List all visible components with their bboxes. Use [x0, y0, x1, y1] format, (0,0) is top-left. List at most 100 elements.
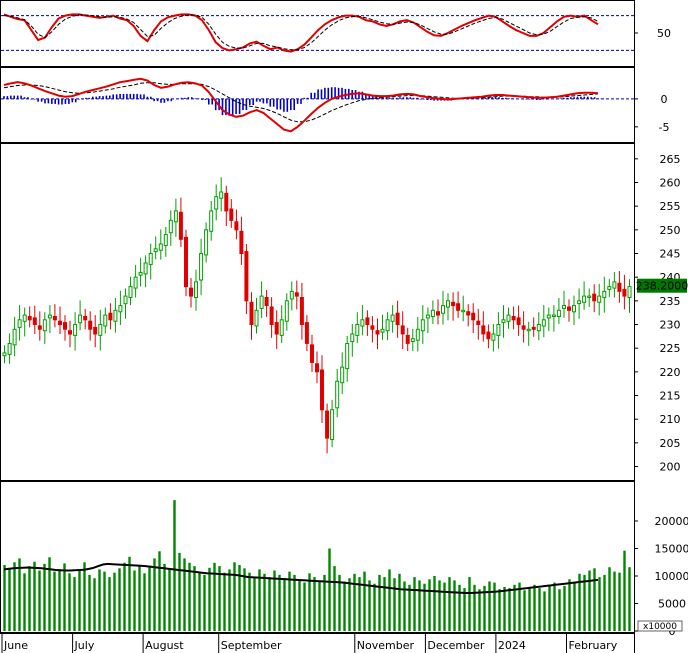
price-candle-body [446, 300, 450, 308]
volume-bar [323, 574, 326, 631]
volume-bar [188, 562, 191, 631]
price-candle-body [143, 262, 148, 275]
price-candle-body [214, 196, 219, 210]
price-candle-body [264, 297, 269, 306]
volume-bar [373, 583, 376, 631]
price-candle-body [199, 253, 204, 281]
price-candle-body [496, 324, 501, 336]
price-candle-body [516, 317, 521, 325]
volume-bar [463, 588, 466, 631]
price-candle-body [607, 286, 612, 290]
volume-bar [338, 574, 341, 631]
price-candle-body [148, 253, 153, 265]
volume-bar [83, 562, 86, 632]
price-candle-body [531, 326, 536, 330]
volume-bar [233, 562, 236, 632]
volume-bar [558, 589, 561, 631]
volume-bar [368, 580, 371, 631]
volume-bar [443, 582, 446, 631]
volume-bar [388, 569, 391, 631]
price-tick-label: 225 [660, 342, 681, 355]
price-candle-body [622, 289, 627, 297]
volume-bar [263, 573, 266, 631]
price-candle-body [562, 305, 566, 309]
price-candle-body [244, 251, 249, 302]
volume-bar [543, 591, 546, 631]
price-candle-body [456, 303, 461, 311]
volume-bar [53, 571, 56, 631]
macd-panel-frame [0, 67, 635, 143]
volume-bar [138, 565, 141, 631]
volume-bar [473, 584, 476, 631]
price-candle-body [113, 309, 118, 322]
price-candle-body [184, 236, 188, 288]
price-candle-body [194, 281, 198, 298]
volume-bar [18, 558, 21, 631]
volume-bar [238, 565, 241, 631]
price-candle-body [37, 325, 42, 330]
volume-bar [568, 579, 571, 631]
volume-bar [93, 578, 96, 631]
volume-bar [563, 585, 566, 631]
volume-bar [153, 558, 156, 631]
price-candle-body [365, 317, 370, 325]
volume-bar [613, 571, 616, 631]
price-candle-body [27, 316, 32, 321]
volume-bar [108, 577, 111, 631]
x-axis-label: December [427, 639, 485, 652]
volume-bar [403, 581, 406, 631]
volume-bar [123, 562, 126, 631]
price-candle-body [360, 319, 365, 327]
price-candle-body [163, 234, 168, 247]
volume-bar [358, 577, 361, 631]
price-candle-body [249, 301, 254, 325]
price-candle-body [511, 316, 516, 321]
price-candle-body [330, 409, 335, 441]
price-candle-body [259, 295, 264, 309]
volume-bar [483, 585, 486, 631]
price-tick-label: 250 [660, 224, 681, 237]
volume-bar [158, 551, 161, 632]
price-candle-body [577, 300, 582, 305]
volume-bar [513, 584, 516, 631]
price-candle-body [138, 271, 143, 276]
price-tick-label: 265 [660, 153, 681, 166]
price-tick-label: 220 [660, 366, 681, 379]
price-candle-body [189, 287, 193, 297]
price-candle-body [375, 330, 380, 335]
price-candle-body [597, 295, 602, 303]
price-candle-body [299, 297, 304, 325]
volume-bar [548, 584, 551, 631]
price-candle-body [93, 326, 98, 335]
volume-bar [348, 578, 351, 631]
volume-bar [333, 566, 336, 631]
volume-bar [468, 577, 471, 631]
volume-bar [423, 583, 426, 631]
volume-bar [28, 566, 31, 631]
price-panel-frame [0, 143, 635, 481]
price-candle-body [284, 300, 289, 322]
volume-bar [453, 580, 456, 631]
volume-bar [183, 558, 186, 631]
volume-tick-label: 20000 [655, 515, 688, 528]
price-candle-body [32, 317, 37, 325]
price-candle-body [98, 324, 103, 336]
volume-bar [503, 587, 506, 631]
price-candle-body [12, 328, 17, 346]
last-price-badge [637, 278, 687, 293]
price-candle-body [123, 295, 128, 305]
price-candle-body [385, 319, 390, 332]
price-candle-body [325, 410, 330, 439]
price-candle-body [209, 210, 214, 232]
price-candle-body [582, 295, 587, 303]
volume-bar [58, 569, 61, 631]
price-candle-body [315, 363, 319, 373]
price-candle-body [88, 320, 93, 330]
price-candle-body [83, 316, 88, 321]
volume-bar [73, 577, 76, 631]
volume-bar [63, 563, 66, 631]
price-candle-body [471, 312, 476, 321]
volume-bar [253, 577, 256, 631]
price-candle-body [224, 192, 229, 212]
volume-bar [378, 574, 381, 631]
